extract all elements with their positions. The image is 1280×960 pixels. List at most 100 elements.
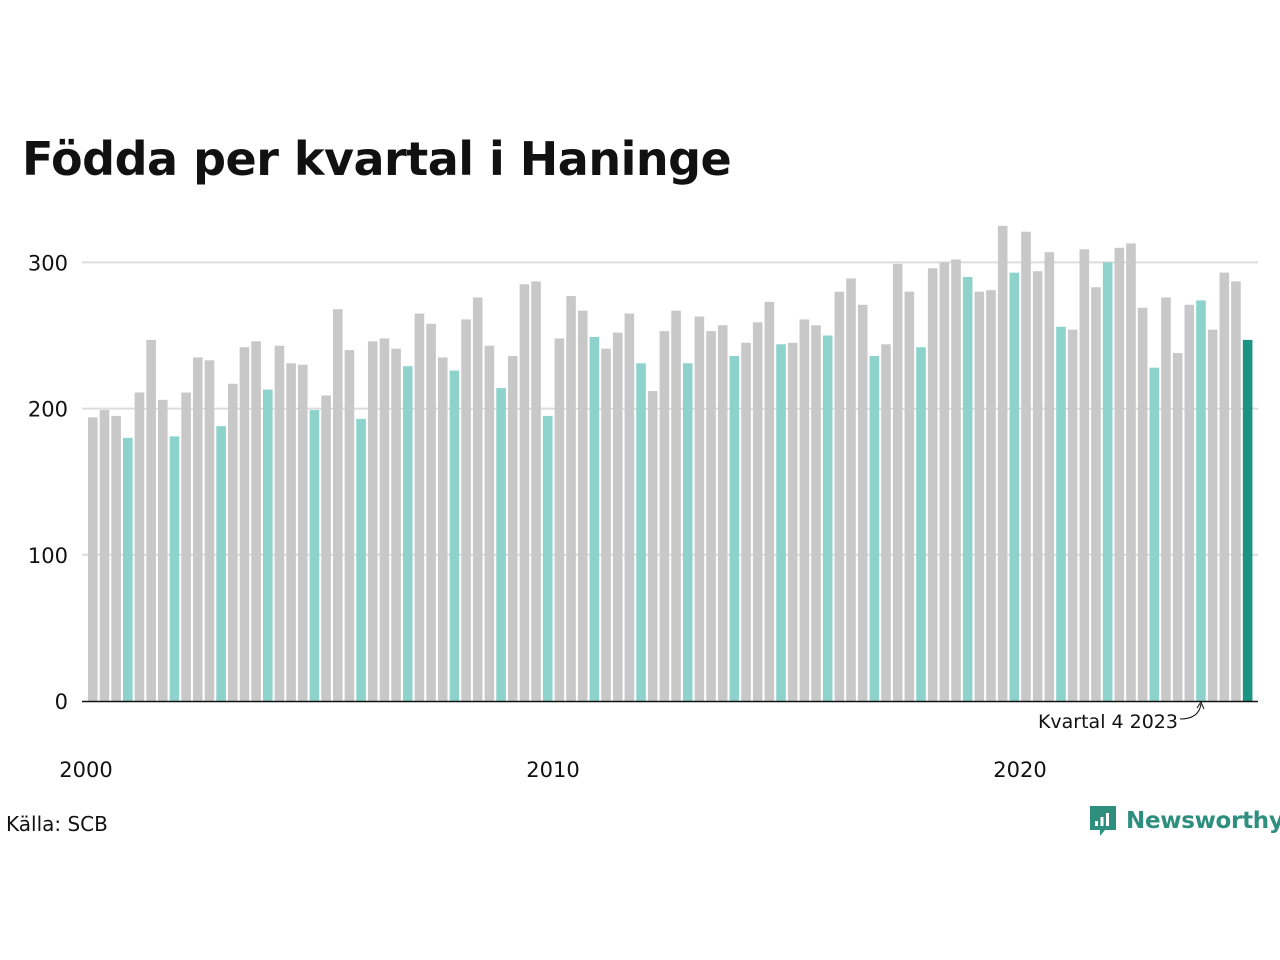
axes: 0 100 200 300 2000 2010 2020 [28,251,1258,782]
bar-2017-k1 [881,344,891,701]
bar-2004-k1 [274,345,285,701]
bar-2018-k1 [927,268,938,701]
bar-2011-k2 [612,332,623,701]
bar-2010-k3 [577,310,588,701]
y-tick-label: 200 [28,398,68,422]
bar-2015-k1 [787,342,798,701]
bar-2007-k1 [414,313,425,701]
bar-2008-k3 [484,345,495,701]
bar-2001-k1 [134,392,145,701]
bar-2022-k3 [1137,307,1148,701]
bar-2008-k1 [461,319,471,701]
x-tick-label: 2000 [59,758,112,782]
bar-2000-k3 [111,415,121,701]
bar-2016-k4 [869,355,880,701]
bar-2022-k1 [1114,247,1125,701]
bar-2001-k2 [146,339,156,701]
bar-2017-k3 [904,291,915,701]
bar-2003-k2 [239,347,250,701]
bar-2012-k2 [659,331,670,701]
bar-2010-k4 [589,336,600,701]
bar-2009-k3 [531,281,541,701]
bar-2024-k3 [1231,281,1241,701]
bar-2024-k4 [1242,339,1253,701]
bar-2020-k3 [1044,252,1055,702]
bar-2020-k4 [1056,326,1066,701]
annotation-arrowhead [1196,700,1205,710]
bar-2011-k4 [636,363,646,701]
bar-2016-k3 [857,304,868,701]
bar-2023-k3 [1184,304,1195,701]
bars [88,225,1253,702]
y-tick-label: 300 [28,251,68,275]
bar-2005-k3 [344,350,355,701]
bar-2011-k1 [601,348,611,701]
bar-2004-k3 [297,364,308,701]
annotation-label: Kvartal 4 2023 [1038,711,1178,733]
bar-2004-k4 [309,410,320,701]
bar-2018-k2 [939,262,950,701]
annotation: Kvartal 4 2023 [1038,700,1205,733]
bar-2010-k2 [566,296,576,701]
bar-2014-k1 [741,342,751,701]
bar-2023-k2 [1172,353,1183,701]
bar-2007-k3 [437,357,448,701]
bar-2005-k1 [321,395,331,701]
bar-2008-k4 [496,388,506,701]
annotation-arrow [1179,703,1202,720]
bar-2012-k3 [671,310,681,701]
bar-2001-k3 [157,399,168,701]
source-note: Källa: SCB [6,812,108,836]
bar-2009-k2 [519,284,530,701]
y-tick-label: 0 [55,690,68,714]
bar-2005-k4 [356,418,366,701]
bar-2021-k3 [1091,287,1101,701]
bar-2000-k1 [88,417,98,701]
bar-2000-k4 [123,437,133,701]
bar-2017-k2 [892,263,903,701]
bar-2007-k4 [449,370,460,701]
bar-2019-k4 [1009,272,1020,701]
bar-2013-k4 [729,355,740,701]
bar-2009-k1 [507,355,518,701]
bar-2004-k2 [286,363,296,701]
bar-2012-k1 [647,391,658,701]
newsworthy-logo-icon [1090,806,1116,836]
bar-2021-k1 [1067,329,1078,701]
bar-2005-k2 [332,309,343,701]
bar-chart: 0 100 200 300 2000 2010 2020 Kvartal 4 2023 [28,225,1258,782]
chart-title: Födda per kvartal i Haninge [22,132,732,186]
x-tick-label: 2020 [993,758,1046,782]
bar-2006-k1 [367,341,378,701]
bar-2014-k2 [752,322,763,701]
bar-2001-k4 [169,436,180,701]
bar-2006-k4 [402,366,413,701]
bar-2018-k4 [962,277,973,701]
bar-2016-k2 [846,278,856,701]
bar-2024-k2 [1219,272,1230,701]
bar-2013-k1 [694,316,705,701]
y-tick-label: 100 [28,544,68,568]
bar-2014-k4 [776,344,786,701]
bar-2009-k4 [542,415,553,701]
bar-2011-k3 [624,313,635,701]
bar-2010-k1 [554,338,565,701]
bar-2015-k3 [811,325,821,701]
bar-2002-k2 [192,357,203,701]
bar-2003-k1 [227,383,238,701]
bar-2019-k2 [986,290,996,701]
bar-2022-k2 [1126,243,1136,701]
bar-2014-k3 [764,301,775,701]
bar-2017-k4 [916,347,926,701]
bar-2024-k1 [1207,329,1218,701]
bar-2018-k3 [951,259,961,701]
bar-2023-k4 [1196,300,1206,701]
bar-2019-k3 [997,225,1008,701]
x-tick-label: 2010 [526,758,579,782]
bar-2002-k3 [204,360,215,701]
bar-2022-k4 [1149,367,1160,701]
bar-2008-k2 [472,297,483,701]
bar-2003-k3 [251,341,261,701]
bar-2012-k4 [682,363,693,701]
bar-2000-k2 [99,410,110,701]
